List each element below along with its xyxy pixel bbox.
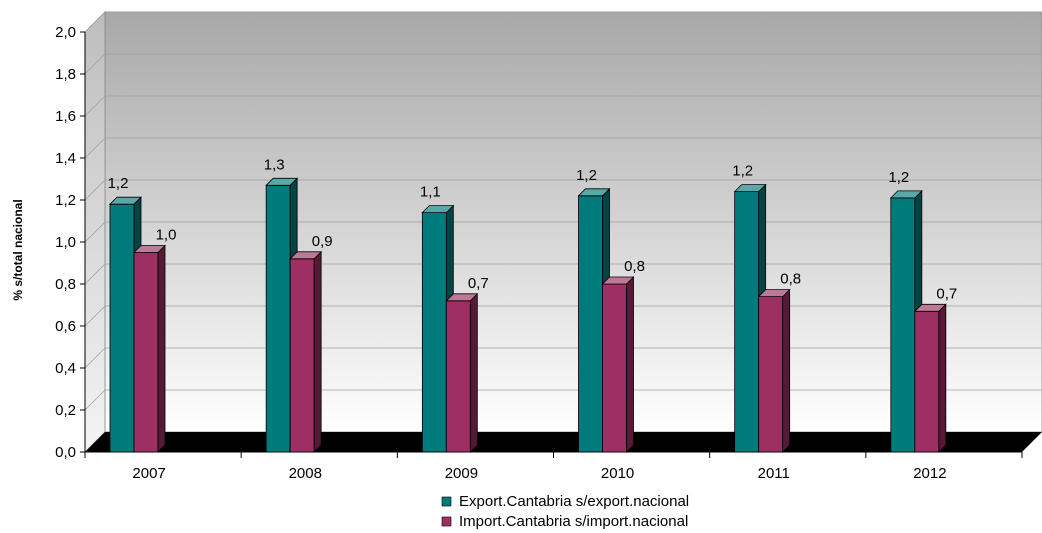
y-tick-label: 0,6 xyxy=(55,318,76,335)
bar-import xyxy=(601,276,635,453)
x-tick-label: 2011 xyxy=(758,465,790,482)
gridline xyxy=(84,179,1042,201)
y-tick-label: 0,8 xyxy=(55,276,76,293)
x-tick-label: 2008 xyxy=(289,465,322,482)
y-tick-label: 1,6 xyxy=(55,108,76,125)
x-tick-label: 2009 xyxy=(445,465,478,482)
gridline xyxy=(84,137,1042,159)
y-tick-label: 2,0 xyxy=(55,24,76,41)
data-label-import: 0,7 xyxy=(936,285,957,302)
data-label-import: 0,8 xyxy=(780,271,801,288)
bar-import xyxy=(445,292,479,453)
data-labels: 1,2 1,0 1,3 0,9 1,1 0,7 1,2 0,8 1,2 0,8 1,2 0,7 xyxy=(108,156,958,302)
y-tick-label: 1,2 xyxy=(55,192,76,209)
bar-import xyxy=(289,250,323,453)
data-label-export: 1,2 xyxy=(888,169,909,186)
legend-label-export: Export.Cantabria s/export.nacional xyxy=(459,493,689,510)
gridline xyxy=(84,305,1042,327)
gridline xyxy=(84,263,1042,285)
y-tick-label: 0,0 xyxy=(55,444,76,461)
legend-label-import: Import.Cantabria s/import.nacional xyxy=(459,513,688,530)
x-axis: 2007 2008 2009 2010 2011 2012 xyxy=(84,451,1023,482)
x-tick-label: 2012 xyxy=(913,465,946,482)
gridline xyxy=(84,11,1042,33)
y-tick-label: 0,4 xyxy=(55,360,76,377)
data-label-export: 1,2 xyxy=(576,167,597,184)
data-label-export: 1,1 xyxy=(420,184,441,201)
legend: Export.Cantabria s/export.nacional Impor… xyxy=(441,493,689,530)
gridlines xyxy=(84,11,1042,411)
gridline xyxy=(84,95,1042,117)
x-tick-label: 2010 xyxy=(601,465,634,482)
data-label-export: 1,3 xyxy=(264,156,285,173)
y-tick-label: 1,8 xyxy=(55,66,76,83)
y-tick-label: 1,0 xyxy=(55,234,76,251)
y-tick-label: 1,4 xyxy=(55,150,76,167)
gridline xyxy=(84,221,1042,243)
data-label-import: 0,8 xyxy=(624,258,645,275)
data-label-import: 0,9 xyxy=(312,233,333,250)
data-label-import: 0,7 xyxy=(468,275,489,292)
bars xyxy=(109,177,947,453)
bar-import xyxy=(913,303,947,453)
data-label-export: 1,2 xyxy=(732,163,753,180)
y-axis-title: % s/total nacional xyxy=(11,199,25,300)
bar-import xyxy=(757,288,791,453)
y-axis: 0,0 0,2 0,4 0,6 0,8 1,0 1,2 1,4 1,6 1,8 2,0 xyxy=(55,24,86,461)
legend-swatch-export xyxy=(441,496,452,507)
chart-floor xyxy=(85,432,1042,452)
gridline xyxy=(84,53,1042,75)
gridline xyxy=(84,347,1042,369)
data-label-export: 1,2 xyxy=(108,175,129,192)
bar-import xyxy=(133,244,166,453)
legend-swatch-import xyxy=(441,516,452,527)
floor-top xyxy=(85,432,1042,452)
y-tick-label: 0,2 xyxy=(55,402,76,419)
gridline xyxy=(84,389,1042,411)
x-tick-label: 2007 xyxy=(132,465,165,482)
data-label-import: 1,0 xyxy=(156,227,177,244)
